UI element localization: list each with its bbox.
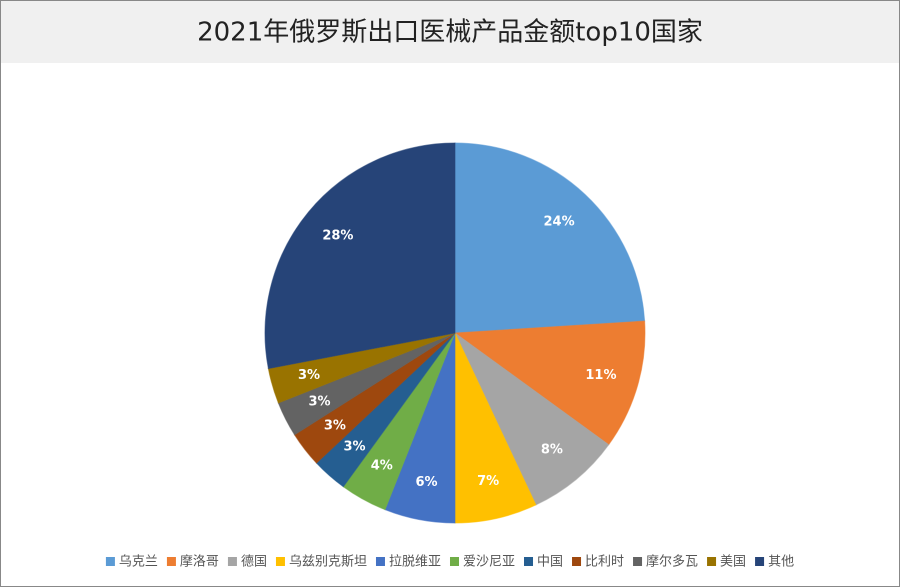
legend-swatch (633, 557, 643, 566)
pie-slice (264, 142, 456, 370)
legend-label: 比利时 (585, 555, 624, 570)
data-label: 6% (415, 475, 437, 490)
legend-label: 爱沙尼亚 (463, 555, 515, 570)
legend-swatch (166, 557, 176, 566)
legend-item: 摩洛哥 (166, 554, 219, 570)
legend-label: 拉脱维亚 (389, 555, 441, 570)
legend-item: 德国 (227, 555, 267, 570)
data-label: 28% (322, 229, 353, 244)
legend-label: 乌兹别克斯坦 (289, 554, 367, 570)
legend-label: 德国 (241, 555, 267, 570)
legend-item: 爱沙尼亚 (449, 555, 515, 570)
legend-label: 中国 (537, 555, 563, 570)
pie-slice (454, 142, 646, 334)
legend-label: 乌克兰 (119, 554, 158, 570)
data-label: 24% (543, 215, 574, 230)
legend-label: 摩尔多瓦 (646, 554, 698, 570)
data-label: 3% (324, 419, 346, 434)
legend-swatch (375, 557, 385, 566)
legend-swatch (572, 557, 582, 566)
data-label: 3% (309, 395, 331, 410)
legend-item: 乌兹别克斯坦 (275, 554, 367, 570)
data-label: 3% (343, 440, 365, 455)
legend-item: 摩尔多瓦 (633, 554, 698, 570)
legend-item: 拉脱维亚 (375, 555, 441, 570)
legend-item: 美国 (707, 555, 746, 570)
legend-label: 美国 (720, 555, 746, 570)
data-label: 8% (541, 443, 563, 458)
legend-label: 其他 (768, 555, 794, 570)
pie-slice (453, 320, 646, 446)
legend-swatch (449, 557, 459, 566)
legend: 乌克兰 摩洛哥 德国 乌兹别克斯坦 拉脱维亚 爱沙尼亚 中国 比利时 摩尔多瓦 美国 其他 (105, 554, 794, 570)
legend-swatch (227, 557, 237, 566)
data-label: 7% (477, 474, 499, 489)
pie: 24% 11% 8% 7% 6% 4% 3% 3% 3% 3% 28% (264, 142, 646, 524)
legend-swatch (707, 557, 717, 566)
data-label: 4% (371, 459, 393, 474)
pie-slice (454, 332, 610, 506)
legend-item: 其他 (755, 555, 794, 570)
legend-item: 乌克兰 (105, 554, 158, 570)
data-label: 11% (585, 368, 616, 383)
legend-item: 比利时 (572, 555, 624, 570)
legend-swatch (275, 557, 285, 566)
legend-item: 中国 (524, 555, 563, 570)
title-bar (1, 1, 899, 63)
data-label: 3% (298, 368, 320, 383)
chart-title: 2021年俄罗斯出口医械产品金额top10国家 (197, 18, 703, 48)
legend-swatch (105, 557, 115, 566)
legend-swatch (755, 557, 765, 566)
legend-swatch (524, 557, 534, 566)
legend-label: 摩洛哥 (180, 554, 219, 570)
